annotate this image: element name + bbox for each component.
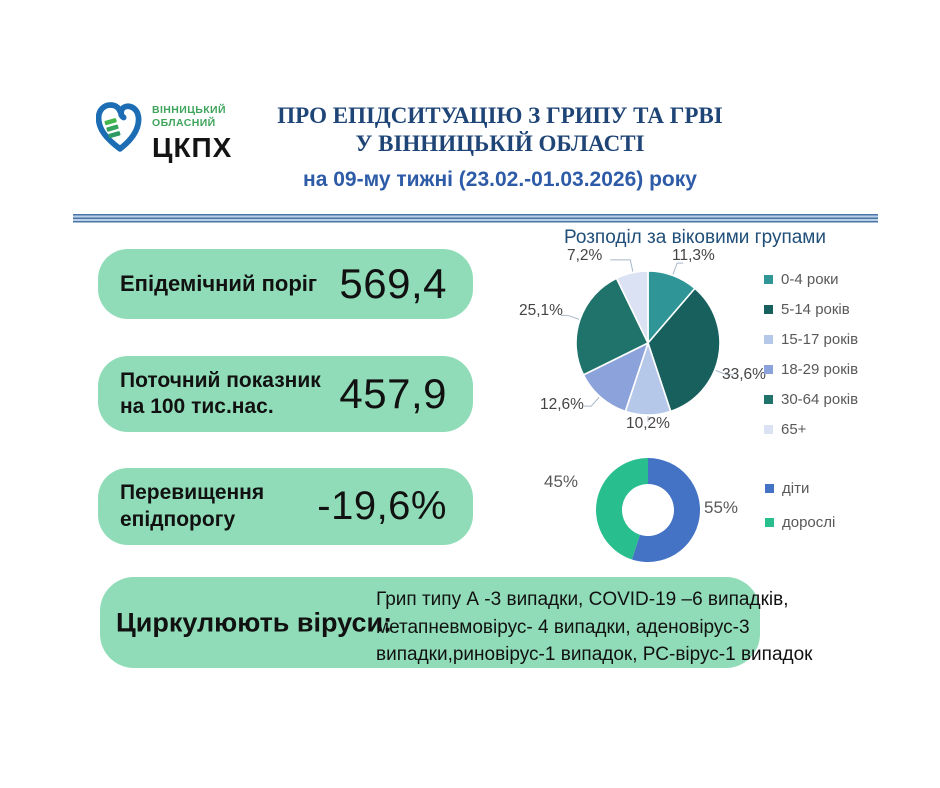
pie-slice-5: [615, 270, 649, 344]
age-distribution-pie-chart: [560, 259, 734, 422]
donut-value-label-children: 55%: [704, 498, 739, 517]
page-title-line1: ПРО ЕПІДСИТУАЦІЮ З ГРИПУ ТА ГРВІ: [277, 103, 723, 128]
pie-value-label-15-17: 10,2%: [626, 415, 670, 432]
pie-slice-1: [647, 287, 721, 413]
page-subtitle: на 09-му тижні (23.02.-01.03.2026) року: [303, 168, 697, 191]
pie-label-leader: [560, 314, 580, 320]
donut-slice-1: [596, 458, 648, 560]
legend-item: 30-64 років: [764, 391, 858, 421]
pie-slice-3: [582, 341, 650, 413]
divider-rule: [73, 214, 878, 223]
page-title-line2: У ВІННИЦЬКІЙ ОБЛАСТІ: [355, 131, 645, 156]
legend-label: 18-29 років: [781, 361, 859, 378]
stat-box-threshold-excess: Перевищення епідпорогу -19,6%: [98, 468, 473, 545]
logo-heart-icon: [96, 102, 142, 152]
stat-label: Епідемічний поріг: [120, 271, 318, 297]
legend-label: 30-64 років: [781, 391, 859, 408]
legend-item: 5-14 років: [764, 301, 858, 331]
pie-label-leader: [584, 396, 600, 407]
stat-box-epidemic-threshold: Епідемічний поріг 569,4: [98, 249, 473, 319]
pie-value-label-0-4: 11,3%: [672, 247, 715, 264]
pie-label-leader: [672, 262, 684, 275]
legend-label: діти: [782, 480, 810, 497]
pie-value-label-18-29: 12,6%: [540, 396, 584, 413]
legend-item: 15-17 років: [764, 331, 858, 361]
legend-label: 5-14 років: [781, 301, 850, 318]
pie-value-label-30-64: 25,1%: [519, 302, 563, 319]
legend-item: 65+: [764, 421, 858, 451]
legend-label: дорослі: [782, 514, 836, 531]
logo-acronym: ЦКПХ: [152, 132, 233, 163]
children-adults-donut-chart: [596, 458, 701, 562]
stat-value: -19,6%: [317, 484, 447, 528]
stat-value: 569,4: [339, 260, 447, 307]
legend-item: дорослі: [765, 514, 835, 548]
pie-label-leader: [715, 369, 734, 376]
logo-text: ВІННИЦЬКИЙ ОБЛАСНИЙ ЦКПХ: [152, 104, 232, 163]
viruses-text: Грип типу А -3 випадки, COVID-19 –6 випа…: [376, 589, 813, 665]
legend-swatch: [764, 335, 773, 344]
legend-swatch: [765, 518, 774, 527]
legend-item: діти: [765, 480, 835, 514]
pie-slice-4: [575, 277, 650, 376]
logo-stripes: [104, 118, 121, 139]
pie-label-leader: [610, 259, 634, 272]
legend-swatch: [764, 275, 773, 284]
pie-chart-title: Розподіл за віковими групами: [564, 227, 826, 248]
legend-swatch: [764, 425, 773, 434]
legend-item: 18-29 років: [764, 361, 858, 391]
page-title: ПРО ЕПІДСИТУАЦІЮ З ГРИПУ ТА ГРВІ У ВІННИ…: [230, 102, 770, 158]
legend-label: 0-4 роки: [781, 271, 839, 288]
legend-label: 65+: [781, 421, 807, 438]
legend-swatch: [764, 395, 773, 404]
stat-value: 457,9: [339, 370, 447, 417]
pie-value-label-65plus: 7,2%: [567, 247, 603, 264]
pie-legend: 0-4 роки 5-14 років 15-17 років 18-29 років…: [764, 271, 858, 451]
stat-label: Поточний показник на 100 тис.нас.: [120, 368, 321, 418]
legend-item: 0-4 роки: [764, 271, 858, 301]
stat-label: Перевищення епідпорогу: [120, 481, 265, 531]
legend-swatch: [764, 365, 773, 374]
legend-swatch: [764, 305, 773, 314]
legend-label: 15-17 років: [781, 331, 859, 348]
viruses-label: Циркулюють віруси:: [116, 607, 393, 637]
logo-org-line1: ВІННИЦЬКИЙ: [152, 104, 226, 116]
donut-slice-0: [631, 458, 701, 562]
donut-legend: діти дорослі: [765, 480, 835, 548]
legend-swatch: [765, 484, 774, 493]
logo-org-line2: ОБЛАСНИЙ: [152, 117, 216, 129]
stat-box-current-rate: Поточний показник на 100 тис.нас. 457,9: [98, 356, 473, 432]
donut-value-label-adults: 45%: [544, 472, 579, 491]
viruses-box: Циркулюють віруси: Грип типу А -3 випадк…: [100, 577, 812, 668]
pie-value-label-5-14: 33,6%: [722, 366, 766, 383]
